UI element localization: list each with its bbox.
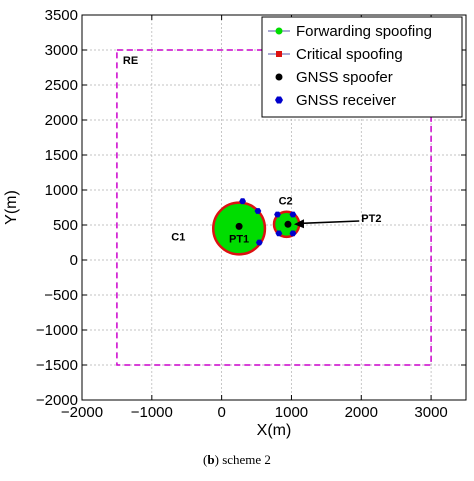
plot-frame [81, 14, 467, 401]
x-tick-label: −1000 [131, 404, 173, 421]
region-boundary: RE [116, 49, 432, 366]
y-tick-label: 3500 [45, 7, 78, 24]
legend: Forwarding spoofing Critical spoofing GNSS… [261, 16, 463, 118]
receiver-marker [239, 198, 246, 205]
y-tick-label: 3000 [45, 42, 78, 59]
y-tick-label: 2500 [45, 77, 78, 94]
legend-marker-square [276, 51, 282, 57]
spoofer-marker-pt2 [284, 220, 292, 228]
receiver-marker [254, 208, 262, 214]
receiver-marker [289, 211, 297, 218]
zone-label-c2: C2 [279, 195, 293, 207]
x-tick-label: 3000 [414, 404, 447, 421]
y-tick-label: 0 [70, 252, 78, 269]
spoofer-label-pt1: PT1 [229, 233, 249, 245]
legend-marker-circle [275, 73, 283, 81]
x-axis-label: X(m) [257, 422, 292, 439]
receiver-marker [289, 230, 297, 237]
annotation-label-pt2: PT2 [361, 213, 381, 225]
y-tick-label: 1500 [45, 147, 78, 164]
region-label: RE [123, 55, 138, 67]
legend-marker-hexagon [275, 96, 283, 104]
y-tick-label: 1000 [45, 182, 78, 199]
x-tick-label: 2000 [345, 404, 378, 421]
x-tick-label: 1000 [275, 404, 308, 421]
legend-box [261, 16, 463, 118]
receiver-marker [255, 239, 263, 246]
legend-label: Critical spoofing [296, 46, 403, 63]
x-tick-label: 0 [217, 404, 225, 421]
legend-label: Forwarding spoofing [296, 23, 432, 40]
annotation-arrow-line [301, 220, 360, 225]
y-tick-label: 500 [53, 217, 78, 234]
figure-caption: (b) scheme 2 [0, 452, 474, 468]
x-tick-label: −2000 [61, 404, 103, 421]
legend-label: GNSS spoofer [296, 69, 393, 86]
annotation-arrow-head [293, 219, 304, 229]
spoofer-marker-pt1 [235, 222, 243, 230]
y-tick-label: −1000 [36, 322, 78, 339]
receiver-marker [274, 211, 281, 218]
y-tick-label: 2000 [45, 112, 78, 129]
y-tick-label: −1500 [36, 357, 78, 374]
receiver-marker [275, 230, 283, 237]
data-layer [212, 198, 301, 256]
y-tick-label: −2000 [36, 392, 78, 409]
y-axis-label: Y(m) [3, 190, 20, 225]
caption-prefix: ( [203, 452, 208, 467]
caption-text: ) scheme 2 [214, 452, 271, 467]
region-rect [116, 49, 432, 366]
annotations: C1 C2 PT1 PT2 [171, 195, 381, 245]
y-tick-label: −500 [44, 287, 78, 304]
legend-marker-circle [275, 27, 283, 35]
ticks: −2000 −1000 0 1000 2000 3000 −2000 −1500 −1000 −5… [36, 7, 466, 421]
legend-label: GNSS receiver [296, 92, 396, 109]
caption-letter: b [207, 452, 215, 467]
zone-label-c1: C1 [171, 232, 185, 244]
